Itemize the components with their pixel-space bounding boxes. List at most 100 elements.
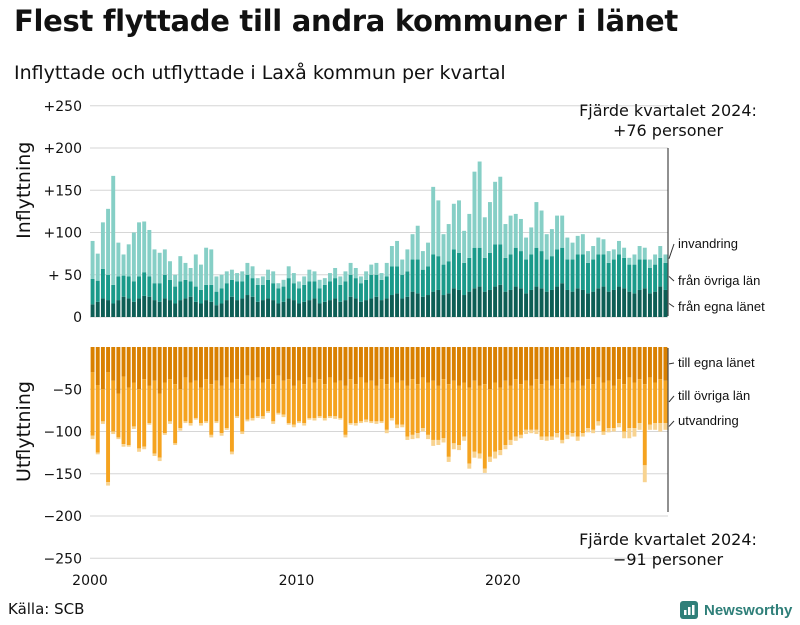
- bar-out-utvandring: [591, 429, 596, 434]
- bar-in-invandring: [255, 278, 260, 285]
- bar-out-utvandring: [493, 451, 498, 459]
- bar-out-till-egna-länet: [482, 347, 487, 385]
- bar-in-från-övriga-län: [524, 259, 529, 294]
- bar-out-utvandring: [498, 450, 503, 456]
- bar-in-invandring: [173, 274, 178, 287]
- bar-in-invandring: [224, 271, 229, 284]
- bar-in-från-egna-länet: [400, 298, 405, 317]
- bar-out-till-egna-länet: [555, 347, 559, 380]
- bar-out-utvandring: [121, 444, 126, 447]
- bar-in-från-övriga-län: [482, 257, 487, 292]
- bar-in-invandring: [410, 234, 415, 260]
- bar-in-från-egna-länet: [328, 300, 332, 317]
- bar-in-från-egna-länet: [193, 301, 198, 317]
- bar-out-till-övriga-län: [286, 379, 291, 424]
- bar-out-till-övriga-län: [431, 380, 436, 440]
- bar-in-från-övriga-län: [498, 244, 503, 285]
- bar-out-till-övriga-län: [617, 379, 621, 424]
- bar-in-invandring: [389, 246, 394, 267]
- bar-out-utvandring: [549, 436, 554, 440]
- brand-logo[interactable]: Newsworthy: [680, 601, 792, 619]
- bar-out-utvandring: [286, 423, 291, 425]
- bar-out-till-egna-länet: [400, 347, 405, 381]
- bar-in-invandring: [131, 232, 136, 282]
- bar-out-till-egna-länet: [147, 347, 152, 386]
- bar-in-från-egna-länet: [637, 289, 642, 317]
- bar-in-från-övriga-län: [653, 264, 658, 292]
- bar-in-från-egna-länet: [539, 288, 544, 317]
- bar-out-till-egna-länet: [240, 347, 245, 385]
- bar-in-invandring: [487, 202, 492, 253]
- bar-in-från-övriga-län: [472, 247, 477, 289]
- bar-out-till-egna-länet: [498, 347, 503, 388]
- bar-in-från-egna-länet: [250, 296, 255, 317]
- bar-out-utvandring: [183, 421, 188, 424]
- bar-out-till-egna-länet: [632, 347, 637, 383]
- bar-out-till-övriga-län: [400, 380, 405, 425]
- bar-out-till-övriga-län: [529, 385, 534, 430]
- bar-out-till-övriga-län: [260, 382, 265, 417]
- bar-in-från-övriga-län: [503, 257, 508, 292]
- bar-in-från-egna-länet: [627, 291, 632, 317]
- bar-in-invandring: [245, 262, 250, 275]
- bar-out-utvandring: [162, 433, 167, 435]
- bar-in-från-övriga-län: [111, 284, 116, 304]
- bar-out-till-övriga-län: [338, 380, 343, 418]
- bar-out-till-övriga-län: [415, 384, 420, 434]
- bar-in-från-övriga-län: [405, 271, 410, 297]
- bar-in-från-egna-länet: [498, 284, 503, 317]
- bar-out-utvandring: [529, 429, 534, 434]
- legend-leader: [668, 243, 675, 259]
- bar-out-utvandring: [152, 453, 157, 457]
- bar-out-utvandring: [240, 431, 245, 435]
- bar-in-från-övriga-län: [565, 259, 570, 290]
- bar-in-invandring: [642, 247, 647, 260]
- bar-out-till-övriga-län: [503, 380, 508, 446]
- bar-out-till-egna-länet: [214, 347, 219, 381]
- bar-in-från-övriga-län: [575, 254, 580, 289]
- bar-in-från-egna-länet: [358, 301, 363, 317]
- bar-out-utvandring: [508, 439, 513, 446]
- bar-in-invandring: [142, 221, 147, 273]
- bar-out-utvandring: [462, 436, 467, 441]
- bar-in-invandring: [343, 271, 348, 282]
- bar-in-från-övriga-län: [374, 274, 379, 297]
- bar-in-från-övriga-län: [348, 274, 353, 297]
- bar-out-till-övriga-län: [369, 380, 374, 422]
- bar-out-till-övriga-län: [245, 375, 250, 420]
- y-tick-label: +150: [44, 183, 82, 199]
- bar-in-från-övriga-län: [395, 266, 400, 294]
- bar-in-från-övriga-län: [591, 259, 596, 292]
- bar-in-från-egna-länet: [131, 301, 136, 317]
- bar-out-till-egna-länet: [255, 347, 260, 378]
- bar-out-utvandring: [126, 445, 131, 447]
- bar-in-från-övriga-län: [121, 275, 126, 297]
- bar-out-utvandring: [224, 428, 229, 430]
- bar-out-till-egna-länet: [204, 347, 209, 380]
- bar-in-från-övriga-län: [193, 286, 198, 302]
- bar-in-från-övriga-län: [462, 262, 467, 296]
- bar-in-invandring: [338, 276, 343, 285]
- bar-out-till-egna-länet: [260, 347, 265, 383]
- bar-out-till-övriga-län: [178, 389, 183, 429]
- bar-out-till-egna-länet: [591, 347, 596, 385]
- bar-in-från-egna-länet: [420, 296, 425, 317]
- bar-in-från-övriga-län: [420, 269, 425, 297]
- bar-in-från-egna-länet: [472, 288, 477, 317]
- bar-out-till-egna-länet: [415, 347, 420, 385]
- bar-in-invandring: [627, 257, 632, 265]
- bar-out-utvandring: [482, 468, 487, 473]
- bar-in-från-övriga-län: [266, 279, 270, 299]
- bar-out-utvandring: [131, 426, 136, 429]
- annotation-bottom-line: Fjärde kvartalet 2024:: [579, 530, 757, 549]
- legend-label: till övriga län: [678, 388, 750, 403]
- bar-in-invandring: [632, 254, 637, 265]
- bar-in-invandring: [441, 234, 446, 265]
- bar-out-utvandring: [653, 423, 658, 430]
- bar-in-från-egna-länet: [482, 291, 487, 317]
- legend-label: utvandring: [678, 413, 739, 428]
- bar-in-från-övriga-län: [286, 278, 291, 299]
- bar-in-från-övriga-län: [539, 251, 544, 289]
- bar-in-invandring: [518, 218, 523, 252]
- bar-out-till-egna-länet: [250, 347, 255, 381]
